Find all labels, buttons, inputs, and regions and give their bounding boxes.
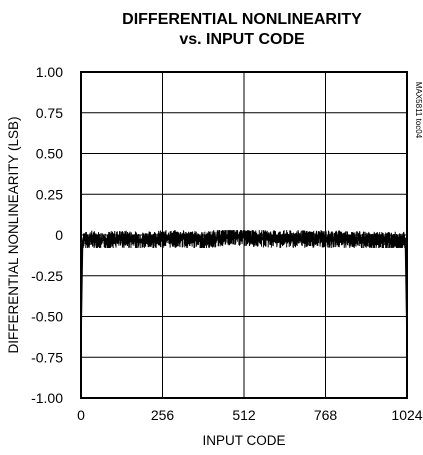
x-axis-label: INPUT CODE bbox=[202, 433, 285, 448]
y-tick-label-7: -0.75 bbox=[31, 349, 63, 365]
x-tick-label-3: 768 bbox=[314, 407, 338, 423]
chart-annotation: MAX5811 toc04 bbox=[414, 82, 423, 139]
y-tick-label-2: 0.50 bbox=[36, 146, 63, 162]
x-tick-label-2: 512 bbox=[232, 407, 256, 423]
y-tick-label-3: 0.25 bbox=[36, 186, 63, 202]
plot-frame bbox=[80, 71, 408, 399]
x-tick-labels: 0 256 512 768 1024 bbox=[77, 407, 423, 423]
data-layer bbox=[80, 230, 408, 325]
x-tick-label-4: 1024 bbox=[391, 407, 422, 423]
x-tick-label-1: 256 bbox=[151, 407, 175, 423]
y-tick-label-0: 1.00 bbox=[36, 64, 63, 80]
y-tick-label-1: 0.75 bbox=[36, 105, 63, 121]
y-tick-label-5: -0.25 bbox=[31, 268, 63, 284]
y-tick-label-4: 0 bbox=[55, 227, 63, 243]
chart-title-line1: DIFFERENTIAL NONLINEARITY bbox=[122, 11, 362, 28]
y-axis-label: DIFFERENTIAL NONLINEARITY (LSB) bbox=[6, 116, 21, 353]
series-0-line bbox=[80, 235, 408, 325]
chart-title-line2: vs. INPUT CODE bbox=[179, 31, 305, 48]
y-tick-labels: 1.00 0.75 0.50 0.25 0 -0.25 -0.50 -0.75 -1.00 bbox=[31, 64, 63, 406]
y-tick-label-6: -0.50 bbox=[31, 309, 63, 325]
x-tick-label-0: 0 bbox=[77, 407, 85, 423]
y-tick-label-8: -1.00 bbox=[31, 390, 63, 406]
